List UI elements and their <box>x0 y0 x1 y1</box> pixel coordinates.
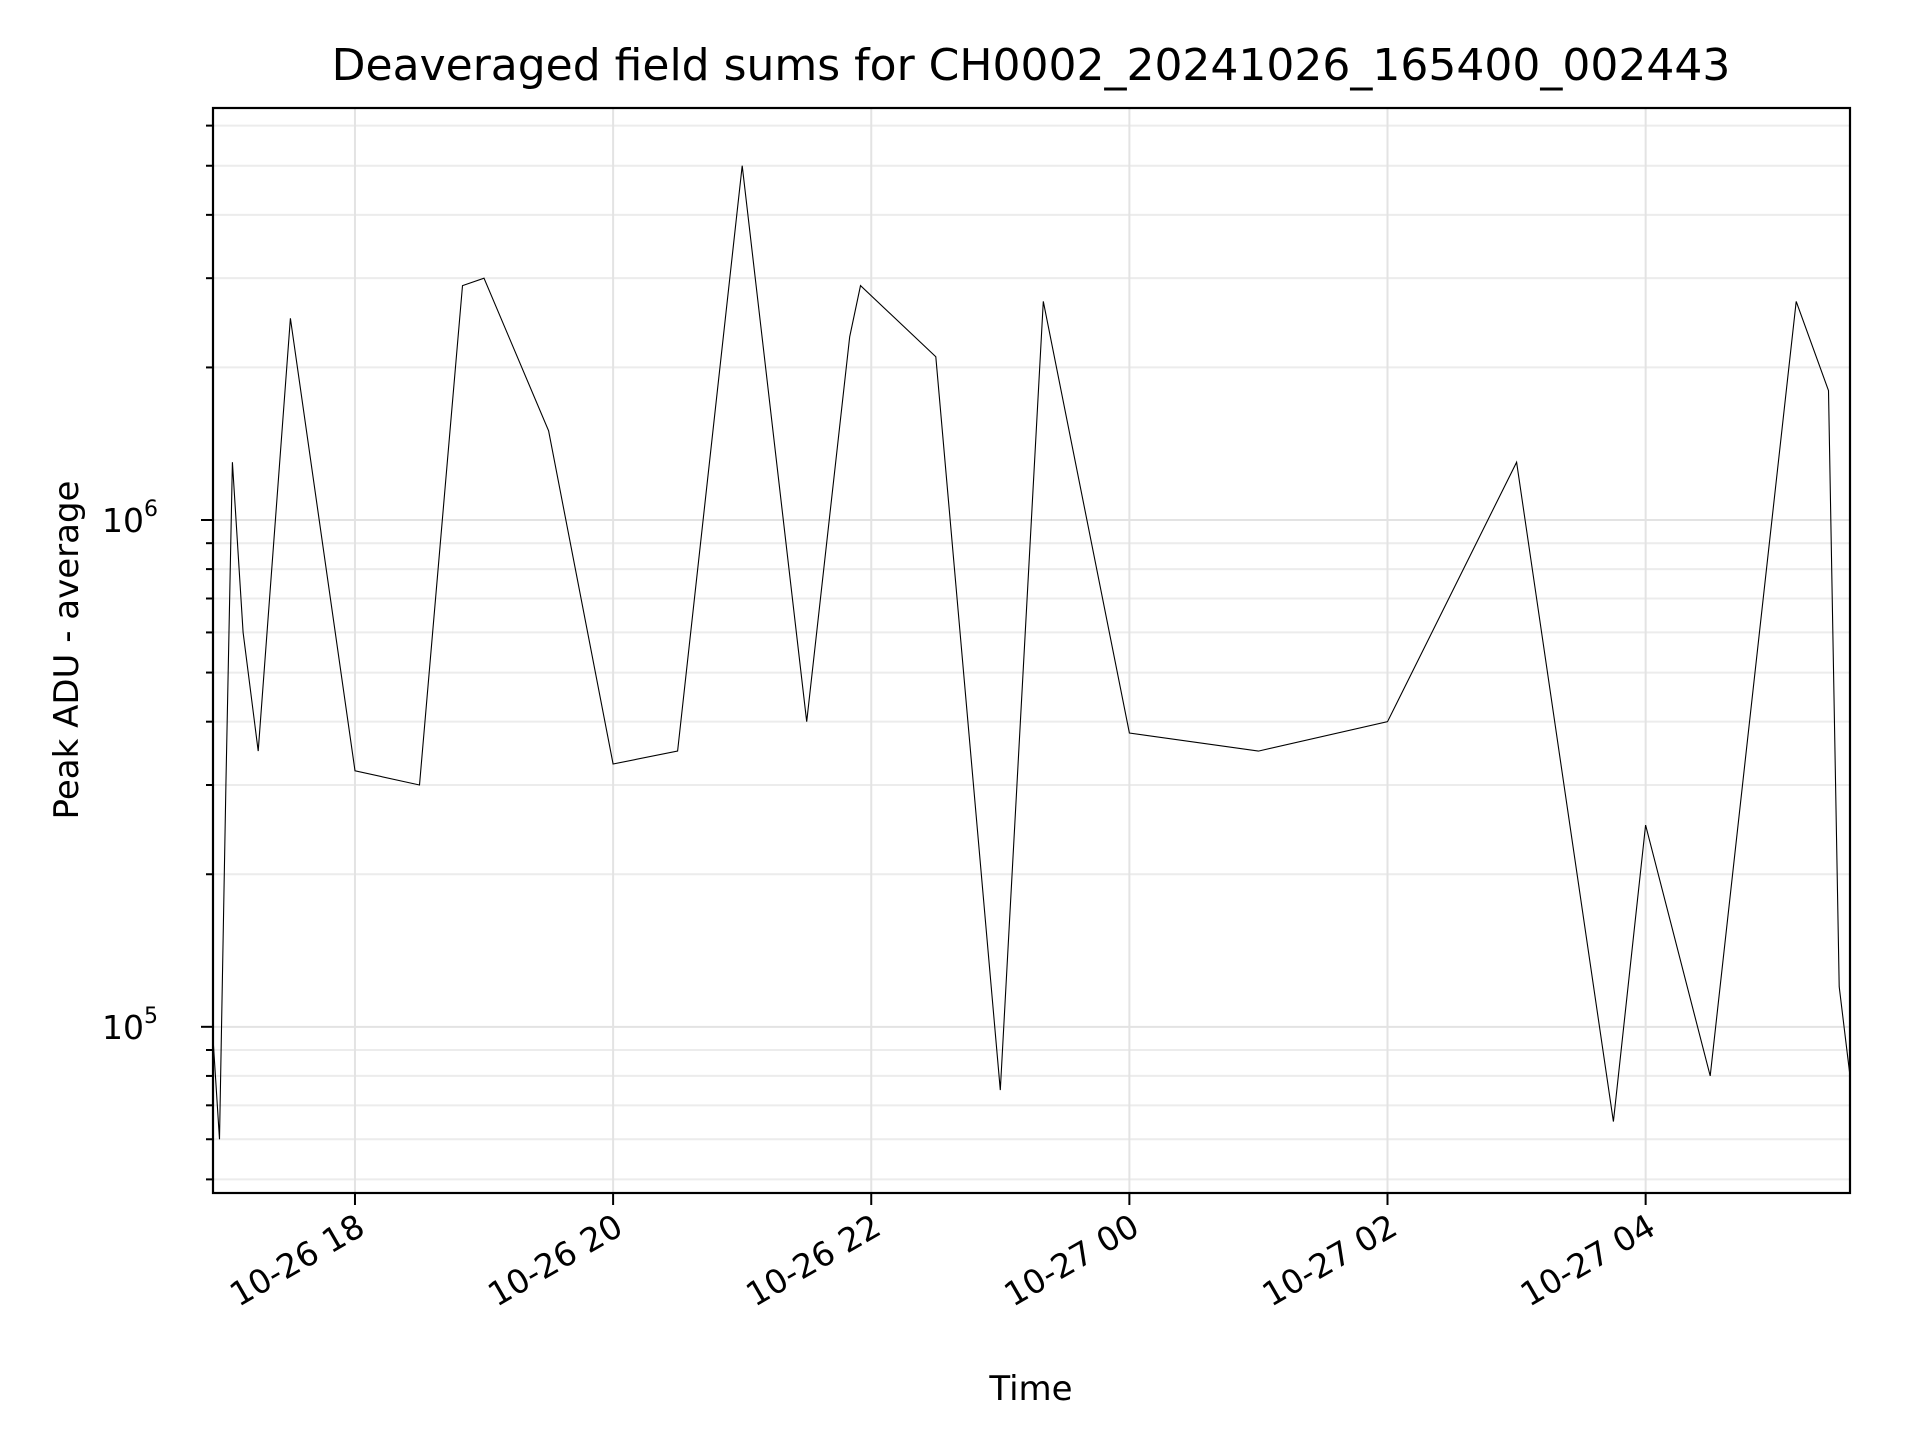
x-tick-label: 10-26 18 <box>223 1206 371 1314</box>
ticks-layer: 105 106 10-26 18 10-26 20 10-26 22 10-27 00 10… <box>102 124 1662 1314</box>
plot-frame <box>211 106 1852 1195</box>
x-tick-label: 10-26 20 <box>481 1206 629 1314</box>
series-line <box>213 165 1850 1140</box>
x-tick-label: 10-26 22 <box>739 1206 887 1314</box>
x-tick-label: 10-27 02 <box>1256 1206 1404 1314</box>
y-tick-label: 105 <box>102 1004 158 1047</box>
x-tick-label: 10-27 00 <box>997 1206 1145 1314</box>
y-axis-label: Peak ADU - average <box>47 481 87 820</box>
y-tick-label: 106 <box>102 497 158 540</box>
chart-title: Deaveraged field sums for CH0002_2024102… <box>332 40 1731 91</box>
grid-layer <box>213 108 1850 1193</box>
x-tick-label: 10-27 04 <box>1514 1206 1662 1314</box>
x-axis-label: Time <box>988 1369 1072 1409</box>
series-layer <box>213 165 1850 1140</box>
